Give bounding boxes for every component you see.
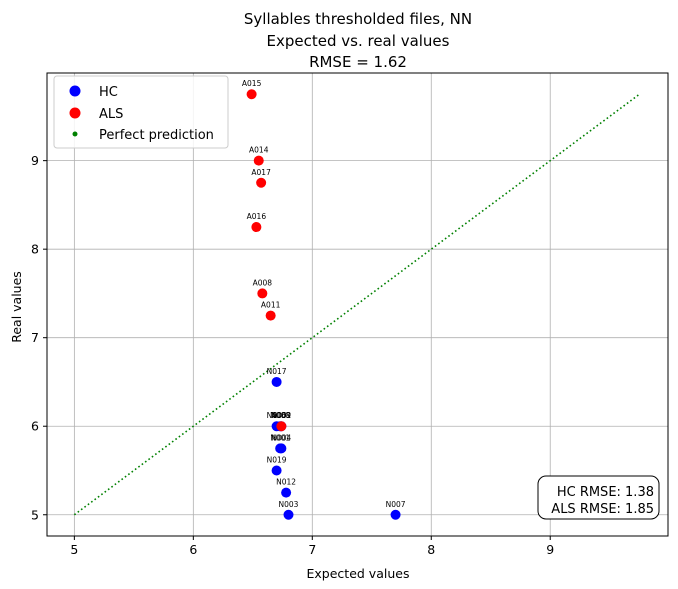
point-label-n001: N001 — [270, 433, 290, 442]
point-label-n002: N002 — [271, 411, 291, 420]
legend-label-hc: HC — [99, 85, 118, 100]
x-axis-label: Expected values — [307, 566, 410, 581]
x-tick-label: 5 — [70, 542, 78, 557]
data-point-a014 — [253, 155, 264, 166]
data-point-n004 — [276, 443, 287, 454]
point-label-a017: A017 — [251, 168, 271, 177]
rmse-box: HC RMSE: 1.38 ALS RMSE: 1.85 — [537, 475, 660, 520]
point-label-n007: N007 — [386, 500, 406, 509]
point-label-a008: A008 — [253, 278, 273, 287]
legend: HC ALS Perfect prediction — [53, 75, 229, 149]
rmse-als-text: ALS RMSE: 1.85 — [551, 502, 654, 517]
y-tick-label: 5 — [31, 507, 39, 522]
x-tick-label: 7 — [308, 542, 316, 557]
data-point-n012 — [281, 487, 292, 498]
point-label-a016: A016 — [247, 212, 267, 221]
chart-title-line-2: Expected vs. real values — [267, 32, 450, 50]
legend-label-perfect-prediction: Perfect prediction — [99, 128, 214, 143]
legend-marker-hc — [69, 85, 81, 97]
point-label-a015: A015 — [242, 79, 262, 88]
axis-ticks: 5 6 7 8 9 5 6 7 8 9 — [31, 153, 554, 557]
data-point-n007 — [390, 509, 401, 520]
chart-title-line-3: RMSE = 1.62 — [309, 53, 407, 71]
point-label-a014: A014 — [249, 146, 269, 155]
x-tick-label: 8 — [427, 542, 435, 557]
point-label-n017: N017 — [267, 367, 287, 376]
legend-marker-perfect-prediction — [72, 131, 78, 137]
plot-area-frame — [46, 72, 669, 537]
rmse-hc-text: HC RMSE: 1.38 — [557, 485, 654, 500]
y-tick-label: 6 — [31, 419, 39, 434]
chart-title-line-1: Syllables thresholded files, NN — [244, 10, 472, 28]
grid — [47, 73, 668, 536]
data-point-a015 — [246, 89, 257, 100]
point-label-a009: A009 — [272, 411, 292, 420]
point-label-n008: N008 — [270, 411, 290, 420]
data-point-a009 — [276, 421, 287, 432]
point-label-n012: N012 — [276, 478, 296, 487]
legend-marker-als — [69, 107, 81, 119]
y-tick-label: 7 — [31, 330, 39, 345]
data-points — [246, 89, 401, 520]
data-point-a016 — [251, 222, 262, 233]
legend-box — [53, 75, 229, 149]
data-point-n019 — [271, 465, 282, 476]
data-point-n017 — [271, 376, 282, 387]
point-label-n003: N003 — [279, 500, 299, 509]
point-label-n004: N004 — [271, 433, 291, 442]
point-label-n005: N005 — [267, 411, 287, 420]
y-axis-label: Real values — [9, 271, 24, 343]
data-point-a008 — [257, 288, 268, 299]
point-label-a011: A011 — [261, 301, 281, 310]
legend-label-als: ALS — [99, 107, 123, 122]
data-point-n003 — [283, 509, 294, 520]
x-tick-label: 9 — [546, 542, 554, 557]
rmse-box-frame — [537, 475, 660, 520]
point-label-n019: N019 — [267, 455, 287, 464]
y-tick-label: 9 — [31, 153, 39, 168]
y-tick-label: 8 — [31, 242, 39, 257]
data-point-a017 — [256, 177, 267, 188]
x-tick-label: 6 — [189, 542, 197, 557]
data-point-a011 — [265, 310, 276, 321]
